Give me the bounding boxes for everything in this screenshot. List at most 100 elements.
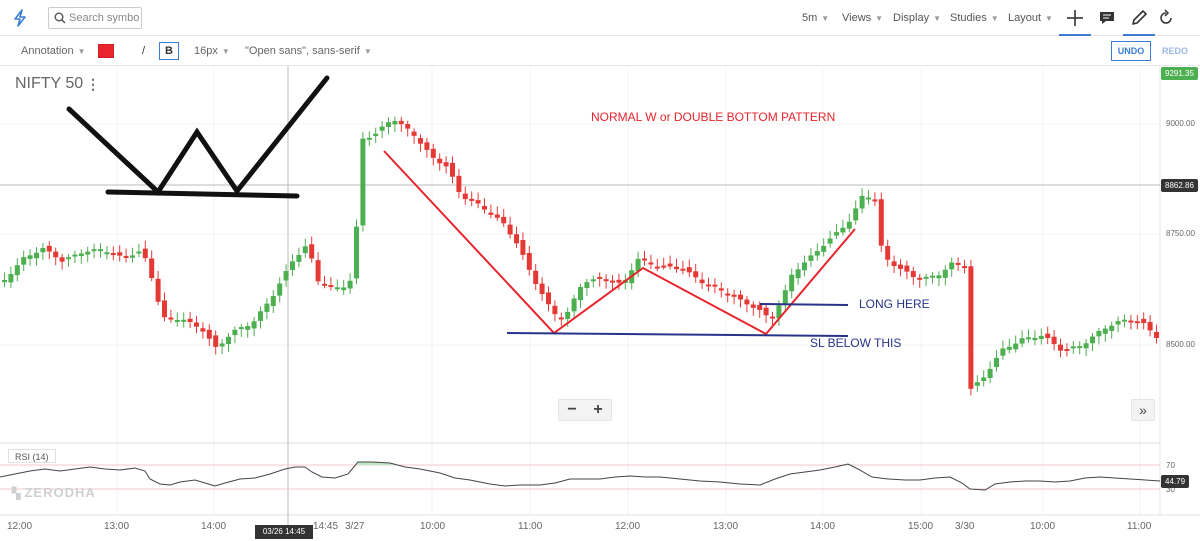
candle-body <box>1090 336 1095 344</box>
candle-body <box>757 304 763 310</box>
candle-body <box>981 377 987 382</box>
line-style-button[interactable]: / <box>142 45 146 57</box>
annotation-toolbar: Annotation ▼ / B 16px ▼ "Open sans", sans-… <box>0 36 1200 66</box>
candle-body <box>616 279 622 283</box>
candle-body <box>27 255 33 259</box>
zoom-out-button[interactable]: − <box>567 401 577 418</box>
candle-body <box>341 287 347 291</box>
candle-body <box>1102 328 1108 334</box>
studies-menu[interactable]: Studies ▼ <box>950 0 999 36</box>
chevron-down-icon: ▼ <box>990 14 999 23</box>
time-axis-label: 14:45 <box>313 521 339 532</box>
candle-body <box>878 199 884 246</box>
candle-body <box>200 328 206 332</box>
rsi-study-label[interactable]: RSI (14) <box>8 449 56 463</box>
candle-body <box>270 296 276 306</box>
candle-body <box>949 262 955 270</box>
layout-menu[interactable]: Layout ▼ <box>1008 0 1053 36</box>
candle-body <box>1032 337 1038 341</box>
bold-button[interactable]: B <box>159 42 179 60</box>
candle-body <box>706 284 711 287</box>
redo-button[interactable]: REDO <box>1161 46 1188 56</box>
rsi-overbought-fill <box>358 462 396 465</box>
annotation-select[interactable]: Annotation ▼ <box>21 36 86 66</box>
candle-body <box>1077 346 1083 349</box>
rsi-pane <box>0 461 1161 491</box>
chevron-down-icon: ▼ <box>77 47 86 56</box>
time-axis-label: 12:00 <box>615 521 641 532</box>
candle-body <box>942 269 948 278</box>
search-box[interactable] <box>48 7 142 29</box>
font-size-select[interactable]: 16px ▼ <box>194 36 230 66</box>
candle-body <box>194 322 199 327</box>
time-axis-label: 11:00 <box>1127 521 1152 532</box>
candle-body <box>251 321 257 329</box>
time-axis-label: 14:00 <box>201 521 227 532</box>
candle-body <box>597 276 603 279</box>
reset-button[interactable] <box>1154 6 1178 30</box>
undo-button[interactable]: UNDO <box>1111 41 1151 61</box>
candle-body <box>78 253 84 257</box>
candle-body <box>1128 320 1134 323</box>
candle-body <box>347 280 353 289</box>
time-axis-label: 3/27 <box>345 521 365 532</box>
candle-body <box>763 307 769 316</box>
candle-body <box>213 335 219 347</box>
candle-body <box>232 329 238 336</box>
candle-body <box>814 251 820 256</box>
breakout-line <box>759 303 849 306</box>
search-input[interactable] <box>69 10 139 26</box>
candle-body <box>437 158 443 164</box>
candle-body <box>283 271 289 281</box>
candle-body <box>776 305 782 319</box>
w-pattern-sketch <box>66 75 330 199</box>
candle-body <box>34 252 39 259</box>
candle-body <box>1109 325 1115 331</box>
symbol-menu-icon[interactable]: ⋮ <box>86 76 100 92</box>
time-axis-label: 14:00 <box>810 521 836 532</box>
rsi-axis-label: 70 <box>1166 461 1175 470</box>
lightning-icon[interactable] <box>12 9 28 27</box>
zoom-controls: − + <box>558 399 612 421</box>
symbol-title: NIFTY 50 <box>15 75 84 92</box>
candle-body <box>245 326 251 330</box>
candle-body <box>219 343 225 347</box>
font-family-select[interactable]: "Open sans", sans-serif ▼ <box>245 36 372 66</box>
candle-body <box>85 251 91 255</box>
candle-body <box>1000 348 1006 356</box>
candle-body <box>238 327 244 330</box>
candle-body <box>14 265 20 276</box>
display-menu[interactable]: Display ▼ <box>893 0 941 36</box>
interval-label: 5m <box>802 12 818 24</box>
candle-body <box>853 208 859 221</box>
crosshair-button[interactable] <box>1059 6 1091 36</box>
chevron-down-icon: ▼ <box>363 47 372 56</box>
candle-body <box>686 267 692 273</box>
candle-body <box>1141 318 1147 324</box>
comment-button[interactable] <box>1095 6 1119 30</box>
studies-label: Studies <box>950 12 987 24</box>
candle-body <box>488 212 494 215</box>
zoom-in-button[interactable]: + <box>593 401 603 418</box>
candle-body <box>72 254 78 257</box>
candle-body <box>552 305 558 315</box>
candle-body <box>334 287 340 290</box>
candle-body <box>514 234 519 244</box>
candle-body <box>149 258 155 279</box>
draw-button[interactable] <box>1123 6 1155 36</box>
price-axis-label: 9000.00 <box>1166 119 1195 128</box>
views-menu[interactable]: Views ▼ <box>842 0 883 36</box>
color-swatch[interactable] <box>98 44 114 58</box>
interval-select[interactable]: 5m ▼ <box>802 0 829 36</box>
candle-body <box>2 279 7 283</box>
candle-body <box>738 294 743 300</box>
candle-body <box>507 224 513 235</box>
candle-body <box>571 298 577 312</box>
candle-body <box>469 198 475 201</box>
long-here-label: LONG HERE <box>859 297 930 311</box>
candle-body <box>795 269 801 279</box>
chevron-down-icon: ▼ <box>221 47 230 56</box>
scroll-to-latest-button[interactable]: » <box>1131 399 1155 421</box>
crosshair-time-tag: 03/26 14:45 <box>255 525 313 539</box>
